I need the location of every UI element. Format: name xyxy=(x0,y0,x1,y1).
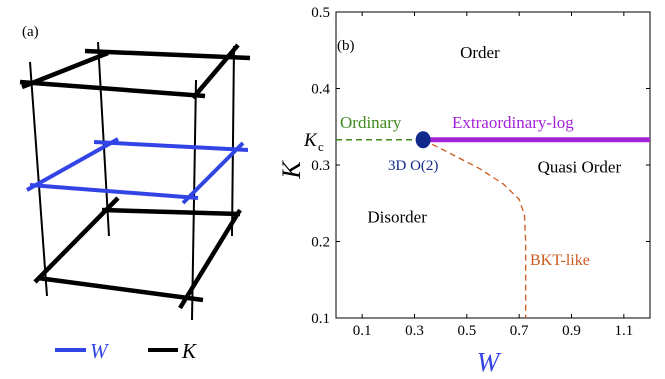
x-axis-label: W xyxy=(477,347,502,377)
bond-top-back xyxy=(84,48,251,61)
y-tick-label: 0.3 xyxy=(311,158,330,174)
panel-a: (a) W K xyxy=(19,24,251,363)
bond-bottom-front xyxy=(37,275,204,303)
y-tick-label: 0.1 xyxy=(311,311,330,327)
point-label-3d-o2: 3D O(2) xyxy=(388,158,438,174)
x-tick-label: 0.3 xyxy=(405,323,424,339)
x-tick-label: 1.1 xyxy=(614,323,633,339)
bond-w-back xyxy=(93,140,249,152)
bond-w-right xyxy=(181,141,245,205)
panel-b-label: (b) xyxy=(337,38,355,54)
bond-vertical-back-left xyxy=(97,41,110,237)
panel-a-legend: W K xyxy=(55,339,197,363)
region-label-disorder: Disorder xyxy=(367,207,427,226)
lattice-black-bonds xyxy=(19,43,251,310)
y-axis-label: K xyxy=(277,160,306,180)
bond-top-right xyxy=(191,43,240,100)
kc-subscript: c xyxy=(318,139,324,154)
bond-top-front xyxy=(19,79,206,99)
x-tick-label: 0.1 xyxy=(353,323,372,339)
x-tick-label: 0.7 xyxy=(510,323,529,339)
x-tick-label: 0.9 xyxy=(562,323,581,339)
series-label-bkt-like: BKT-like xyxy=(530,252,590,269)
chart-labels: (b) Order Disorder Quasi Order Ordinary Extra… xyxy=(277,38,621,377)
panel-a-label: (a) xyxy=(22,24,39,40)
bond-bottom-right xyxy=(178,208,242,310)
data-series xyxy=(336,131,650,318)
x-tick-label: 0.5 xyxy=(457,323,476,339)
axis-ticks: 0.1 0.3 0.5 0.7 0.9 1.1 0.1 0.2 0.3 0.4 0.5 xyxy=(311,5,650,339)
bond-w-left xyxy=(26,137,119,192)
bond-vertical-back-right xyxy=(231,45,235,237)
series-label-ordinary: Ordinary xyxy=(340,113,402,132)
lattice-blue-bonds xyxy=(26,137,249,205)
critical-point-marker xyxy=(415,131,431,149)
series-label-extraordinary-log: Extraordinary-log xyxy=(452,113,574,132)
legend-w-label: W xyxy=(90,339,110,363)
y-tick-label: 0.5 xyxy=(311,5,330,21)
bond-w-front xyxy=(29,183,199,200)
kc-label: K xyxy=(303,130,318,151)
bond-vertical-front-left xyxy=(29,61,48,297)
y-tick-label: 0.2 xyxy=(311,235,330,251)
region-label-order: Order xyxy=(460,43,500,62)
legend-k-label: K xyxy=(181,339,197,363)
panel-b-chart: 0.1 0.3 0.5 0.7 0.9 1.1 0.1 0.2 0.3 0.4 0.5 (b) Ord… xyxy=(277,5,651,377)
region-label-quasi-order: Quasi Order xyxy=(538,158,622,177)
lattice-vertical-bonds xyxy=(29,41,235,321)
y-tick-label: 0.4 xyxy=(311,82,330,98)
bond-vertical-front-right xyxy=(191,79,197,321)
series-line-bkt-like xyxy=(422,139,527,318)
bond-bottom-back xyxy=(101,207,241,217)
